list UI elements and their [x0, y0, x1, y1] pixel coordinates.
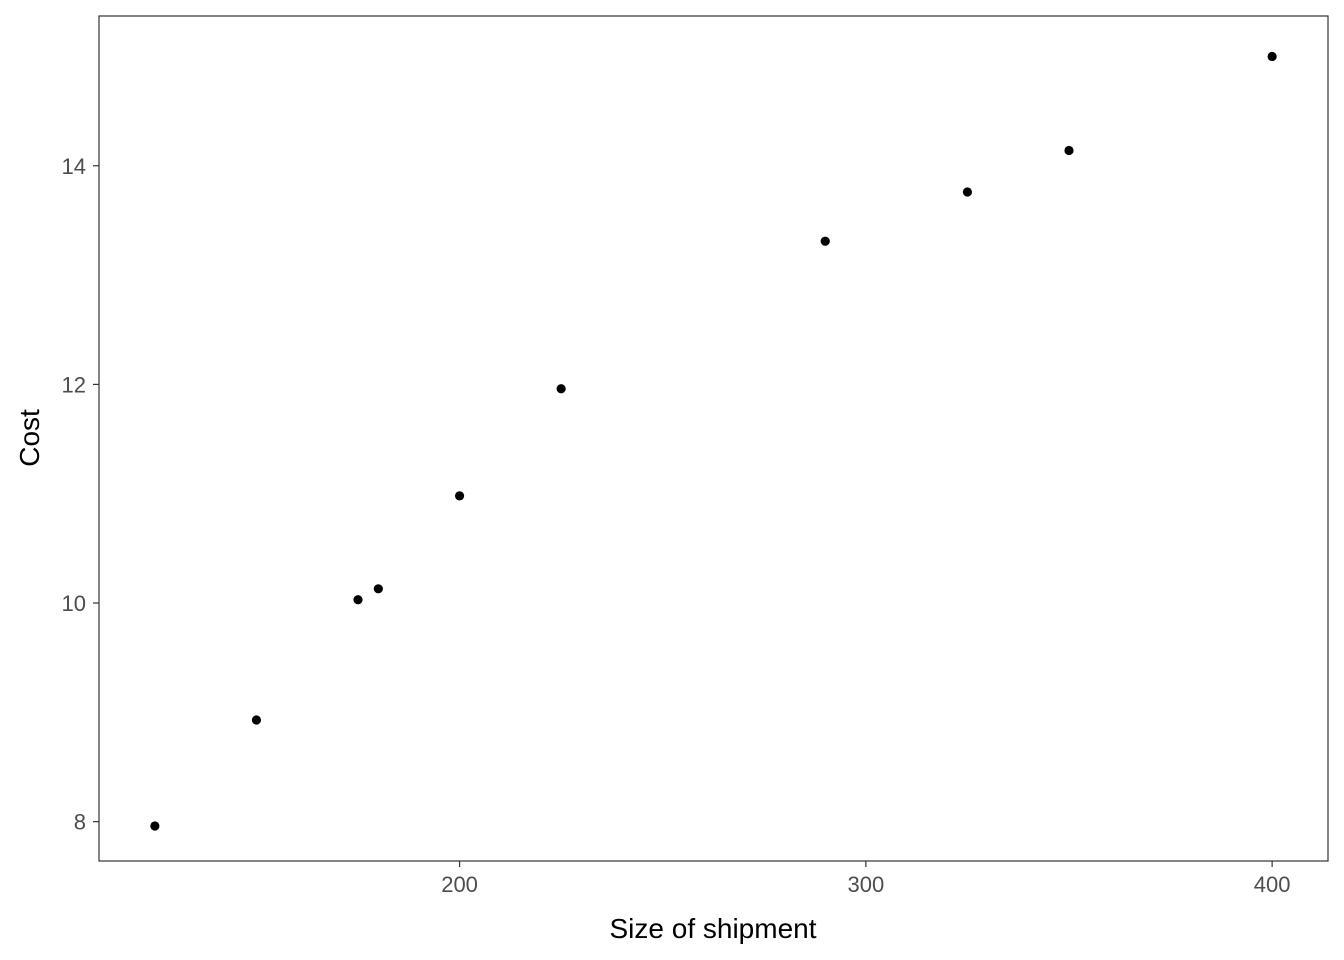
- y-axis-title: Cost: [14, 409, 45, 467]
- data-point: [1064, 145, 1074, 156]
- x-tick-label: 200: [441, 872, 478, 897]
- y-tick-label: 10: [62, 591, 86, 616]
- data-point: [820, 236, 830, 246]
- x-tick-label: 400: [1254, 872, 1291, 897]
- y-axis: 8 10 12 14: [62, 154, 99, 835]
- data-point: [454, 491, 465, 501]
- data-point: [150, 821, 160, 831]
- data-points: [150, 51, 1277, 831]
- data-point: [556, 384, 566, 394]
- data-point: [962, 187, 973, 197]
- data-point: [251, 715, 262, 725]
- plot-panel: [98, 15, 1329, 862]
- y-tick-label: 14: [62, 154, 86, 179]
- x-tick-label: 300: [847, 872, 884, 897]
- x-axis-title: Size of shipment: [610, 913, 817, 944]
- data-point: [1267, 51, 1277, 62]
- data-point: [353, 595, 363, 605]
- data-point: [373, 584, 383, 594]
- x-axis: 200 300 400: [441, 861, 1290, 897]
- y-tick-label: 12: [62, 372, 86, 397]
- y-tick-label: 8: [74, 810, 86, 835]
